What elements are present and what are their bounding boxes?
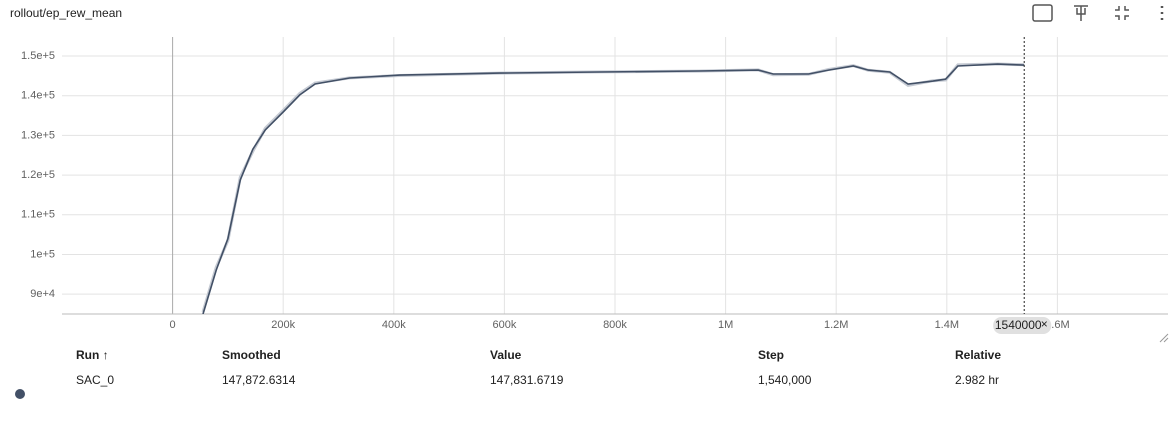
- step-badge-close[interactable]: ×: [1041, 317, 1048, 331]
- y-tick-label: 1.5e+5: [21, 50, 55, 62]
- fullscreen-icon[interactable]: [1115, 6, 1129, 20]
- x-tick-label: 200k: [271, 319, 295, 331]
- run-color: [15, 389, 25, 399]
- table-cell: 147,872.6314: [222, 373, 296, 387]
- overlay: 1540000 ×: [993, 37, 1052, 334]
- column-header: Value: [490, 348, 522, 362]
- y-tick-label: 1.4e+5: [21, 90, 55, 102]
- table-cell: SAC_0: [76, 373, 114, 387]
- table-cell: 2.982 hr: [955, 373, 999, 387]
- x-tick-label: 600k: [492, 319, 516, 331]
- x-tick-label: 0: [170, 319, 176, 331]
- column-header: Run ↑: [76, 348, 109, 362]
- step-badge-label: 1540000: [995, 318, 1042, 332]
- axes: 9e+4 1e+5 1.1e+5 1.2e+5 1.3e+5 1.4e+5 1.5e+5 0 2…: [21, 37, 1168, 331]
- pin-icon[interactable]: [1074, 5, 1088, 21]
- column-header: Relative: [955, 348, 1001, 362]
- table-cell: 1,540,000: [758, 373, 812, 387]
- x-tick-label: 1.4M: [935, 319, 959, 331]
- table-cell: 147,831.6719: [490, 373, 564, 387]
- y-tick-label: 9e+4: [30, 288, 55, 300]
- y-tick-label: 1.3e+5: [21, 129, 55, 141]
- chart-title: rollout/ep_rew_mean: [10, 6, 122, 20]
- toolbar[interactable]: [1032, 4, 1164, 22]
- x-tick-label: 1.6M: [1045, 319, 1069, 331]
- raw-line: [201, 62, 1025, 313]
- x-tick-label: 800k: [603, 319, 627, 331]
- column-header: Smoothed: [222, 348, 281, 362]
- x-tick-label: 1M: [718, 319, 733, 331]
- step-badge: [993, 317, 1052, 334]
- plot-area: [201, 62, 1025, 314]
- y-tick-label: 1e+5: [30, 248, 55, 260]
- x-tick-label: 1.2M: [824, 319, 848, 331]
- y-tick-label: 1.2e+5: [21, 169, 55, 181]
- resize-handle: [1159, 333, 1169, 343]
- x-tick-label: 400k: [382, 319, 406, 331]
- y-tick-label: 1.1e+5: [21, 209, 55, 221]
- fit-domain-icon[interactable]: [1032, 4, 1053, 22]
- smoothed-line: [202, 63, 1025, 314]
- column-header: Step: [758, 348, 784, 362]
